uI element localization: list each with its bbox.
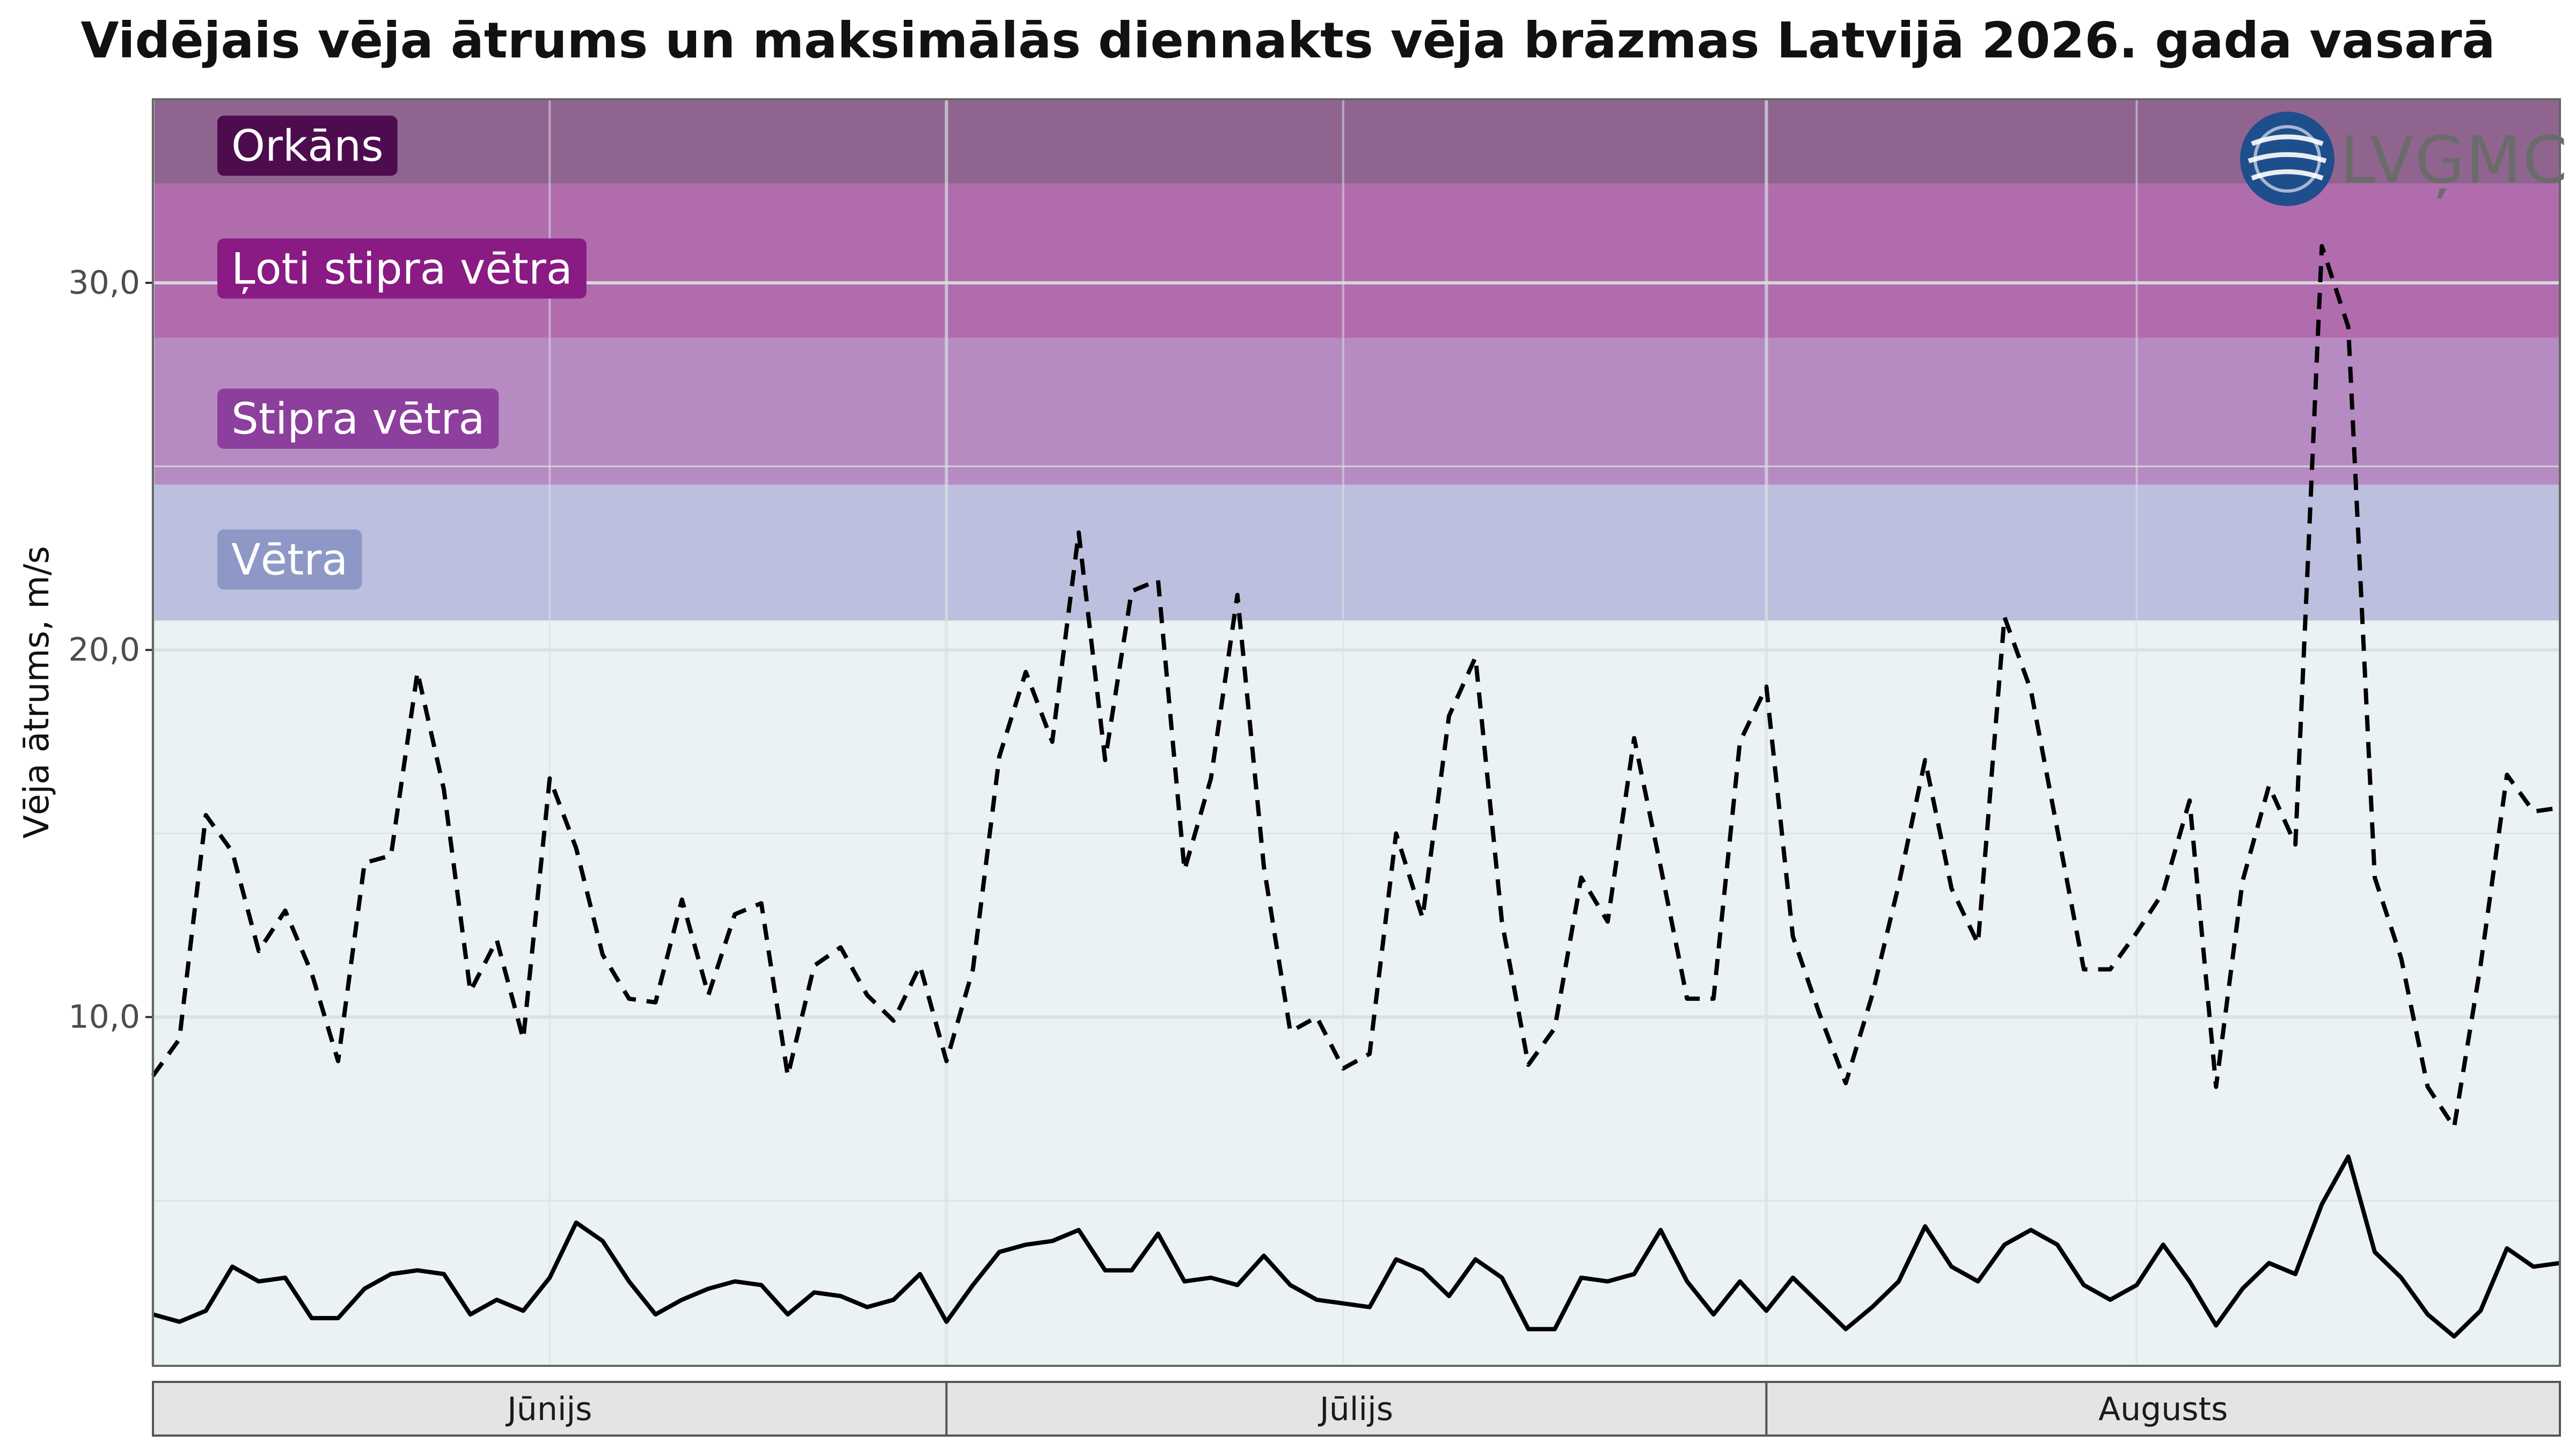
panel-background (153, 620, 2560, 1366)
y-tick-label: 10,0 (68, 998, 140, 1036)
band-labels: Vētra Stipra vētra Ļoti stipra vētra Orkāns (217, 115, 587, 590)
band-label-1: Stipra vētra (231, 394, 485, 444)
month-strip-2 (1765, 1381, 2561, 1437)
logo-text: LVĢMC (2340, 123, 2568, 199)
panel-border (152, 98, 2561, 1367)
y-axis-title: Vēja ātrums, m/s (17, 546, 57, 838)
gust-series-line (151, 244, 2560, 1130)
y-tick-label: 20,0 (68, 631, 140, 669)
month-strips: Jūnijs Jūlijs Augusts (152, 1381, 2561, 1437)
band-label-box-2 (217, 238, 587, 299)
month-label-1: Jūlijs (1318, 1391, 1393, 1428)
month-strip-0 (152, 1381, 948, 1437)
band-label-box-1 (217, 389, 499, 449)
band-1 (153, 338, 2560, 485)
band-label-3: Orkāns (231, 121, 384, 171)
month-strip-1 (945, 1381, 1768, 1437)
month-label-2: Augusts (2098, 1391, 2228, 1428)
chart-title: Vidējais vēja ātrums un maksimālās dienn… (80, 12, 2496, 69)
series-lines (151, 244, 2560, 1339)
y-tick-label: 30,0 (68, 264, 140, 302)
month-label-0: Jūnijs (505, 1391, 592, 1428)
warning-bands (153, 99, 2560, 621)
band-0 (153, 485, 2560, 621)
band-label-box-3 (217, 115, 398, 176)
logo: LVĢMC (2240, 112, 2568, 206)
band-label-2: Ļoti stipra vētra (231, 244, 573, 294)
globe-wave-icon (2240, 112, 2334, 206)
band-label-box-0 (217, 529, 362, 590)
plot-panel (153, 620, 2560, 1366)
y-axis: 10,0 20,0 30,0 (68, 98, 2561, 1367)
band-label-0: Vētra (231, 535, 348, 584)
mean-series-line (152, 1154, 2560, 1339)
band-3 (153, 99, 2560, 184)
